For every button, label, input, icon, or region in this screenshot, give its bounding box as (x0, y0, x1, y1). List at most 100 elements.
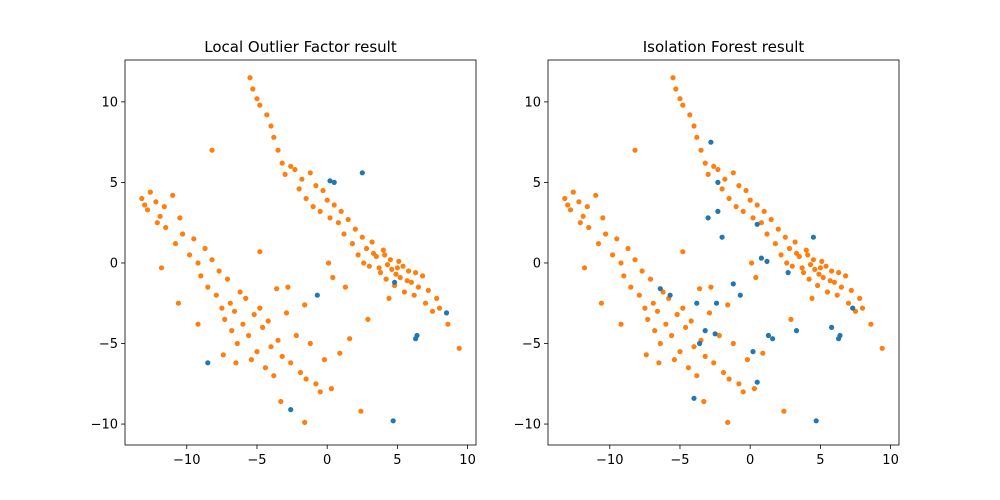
lof-point-s0-112 (400, 263, 406, 269)
iforest-point-s0-10 (595, 241, 602, 247)
iforest-point-s0-107 (859, 305, 866, 311)
lof-point-s0-7 (161, 204, 167, 210)
iforest-point-s0-1 (565, 202, 571, 208)
iforest-point-s0-131 (656, 360, 662, 366)
iforest-point-s1-22 (829, 324, 835, 330)
iforest-point-s0-61 (694, 134, 700, 140)
lof-point-s0-60 (268, 123, 274, 129)
lof-point-s1-3 (314, 292, 320, 298)
lof-point-s0-80 (341, 231, 347, 237)
iforest-point-s0-93 (810, 257, 817, 263)
iforest-point-s0-45 (706, 310, 713, 316)
iforest-point-s0-12 (603, 231, 609, 237)
lof-point-s0-45 (283, 310, 290, 316)
iforest-point-s0-23 (642, 305, 648, 311)
iforest-axis-ticks: −10 −5 0 5 10 −10 −5 0 5 10 (514, 95, 899, 468)
lof-point-s0-9 (170, 192, 176, 198)
lof-title: Local Outlier Factor result (204, 38, 397, 56)
lof-point-s0-2 (144, 207, 151, 213)
iforest-point-s1-13 (758, 255, 765, 261)
lof-point-s0-52 (317, 389, 323, 395)
lof-ytick-label-4: 10 (101, 95, 118, 110)
iforest-point-s1-7 (702, 328, 708, 334)
iforest-point-s0-57 (677, 96, 683, 102)
iforest-point-s0-77 (754, 202, 760, 208)
iforest-point-s0-114 (799, 265, 805, 271)
iforest-point-s0-2 (567, 207, 574, 213)
lof-axis-ticks: −10 −5 0 5 10 −10 −5 0 5 10 (91, 95, 476, 468)
iforest-point-s0-92 (806, 276, 812, 282)
lof-point-s0-30 (237, 289, 243, 295)
iforest-point-s0-42 (694, 373, 700, 379)
lof-point-s0-132 (456, 345, 462, 351)
iforest-point-s0-119 (809, 295, 815, 301)
iforest-point-s0-123 (708, 284, 714, 290)
iforest-ytick-label-4: 10 (524, 95, 541, 110)
iforest-point-s0-5 (577, 220, 583, 226)
iforest-point-s1-12 (715, 179, 721, 185)
iforest-point-s0-128 (781, 408, 787, 414)
lof-point-s0-8 (163, 224, 169, 231)
iforest-point-s0-7 (584, 204, 590, 210)
iforest-point-s0-68 (722, 176, 728, 182)
lof-point-s0-47 (293, 332, 299, 339)
lof-point-s0-25 (224, 276, 231, 282)
iforest-point-s0-98 (829, 268, 835, 274)
iforest-point-s0-22 (639, 268, 645, 274)
lof-panel: Local Outlier Factor result −10 −5 0 5 10−10… (91, 38, 477, 468)
lof-point-s0-139 (257, 249, 263, 255)
iforest-point-s0-3 (570, 189, 576, 195)
iforest-point-s0-91 (803, 247, 809, 253)
iforest-point-s0-97 (824, 289, 831, 295)
iforest-point-s0-75 (747, 197, 753, 203)
iforest-point-s1-1 (715, 208, 721, 214)
lof-point-s0-108 (384, 262, 391, 268)
iforest-point-s0-17 (625, 245, 631, 252)
lof-point-s0-88 (369, 239, 375, 245)
lof-point-s0-71 (310, 204, 316, 210)
lof-point-s0-24 (222, 316, 228, 322)
lof-point-s1-4 (205, 360, 211, 366)
iforest-ytick-label-3: 5 (533, 176, 541, 191)
iforest-point-s0-62 (698, 147, 704, 153)
lof-point-s0-118 (361, 260, 367, 266)
iforest-point-s0-76 (750, 215, 756, 221)
iforest-point-s1-2 (705, 215, 711, 221)
lof-point-s0-104 (425, 287, 431, 293)
lof-point-s0-50 (307, 340, 313, 347)
lof-point-s0-21 (213, 292, 219, 298)
iforest-point-s0-137 (760, 350, 766, 356)
iforest-point-s1-19 (754, 379, 760, 385)
lof-point-s0-53 (321, 357, 327, 363)
iforest-point-s0-90 (800, 270, 807, 276)
iforest-point-s0-44 (702, 353, 708, 359)
iforest-point-s0-129 (879, 345, 885, 351)
lof-point-s0-26 (227, 300, 233, 306)
lof-point-s0-77 (331, 202, 337, 208)
iforest-point-s0-96 (820, 274, 826, 281)
iforest-point-s1-29 (754, 221, 760, 227)
lof-point-s0-27 (229, 328, 235, 334)
iforest-xtick-label-4: 10 (882, 453, 899, 468)
lof-point-s0-79 (338, 208, 344, 214)
iforest-point-s0-19 (632, 257, 638, 263)
iforest-point-s0-14 (614, 236, 620, 242)
lof-point-s0-70 (307, 170, 313, 176)
iforest-point-s0-87 (789, 263, 795, 269)
iforest-point-s0-29 (657, 340, 663, 347)
iforest-point-s0-118 (784, 260, 790, 266)
lof-point-s0-68 (299, 176, 305, 182)
lof-point-s0-127 (302, 302, 308, 308)
lof-point-s0-59 (264, 112, 270, 118)
lof-point-s0-116 (413, 270, 419, 276)
lof-point-s0-103 (422, 300, 429, 306)
lof-point-s0-18 (205, 284, 211, 290)
iforest-point-s0-18 (628, 284, 634, 290)
iforest-xtick-label-0: −10 (596, 453, 623, 468)
lof-point-s0-12 (180, 231, 186, 237)
lof-point-s0-56 (250, 86, 256, 92)
lof-point-s0-61 (271, 134, 277, 140)
lof-point-s0-31 (240, 321, 246, 327)
iforest-point-s0-72 (736, 183, 742, 189)
